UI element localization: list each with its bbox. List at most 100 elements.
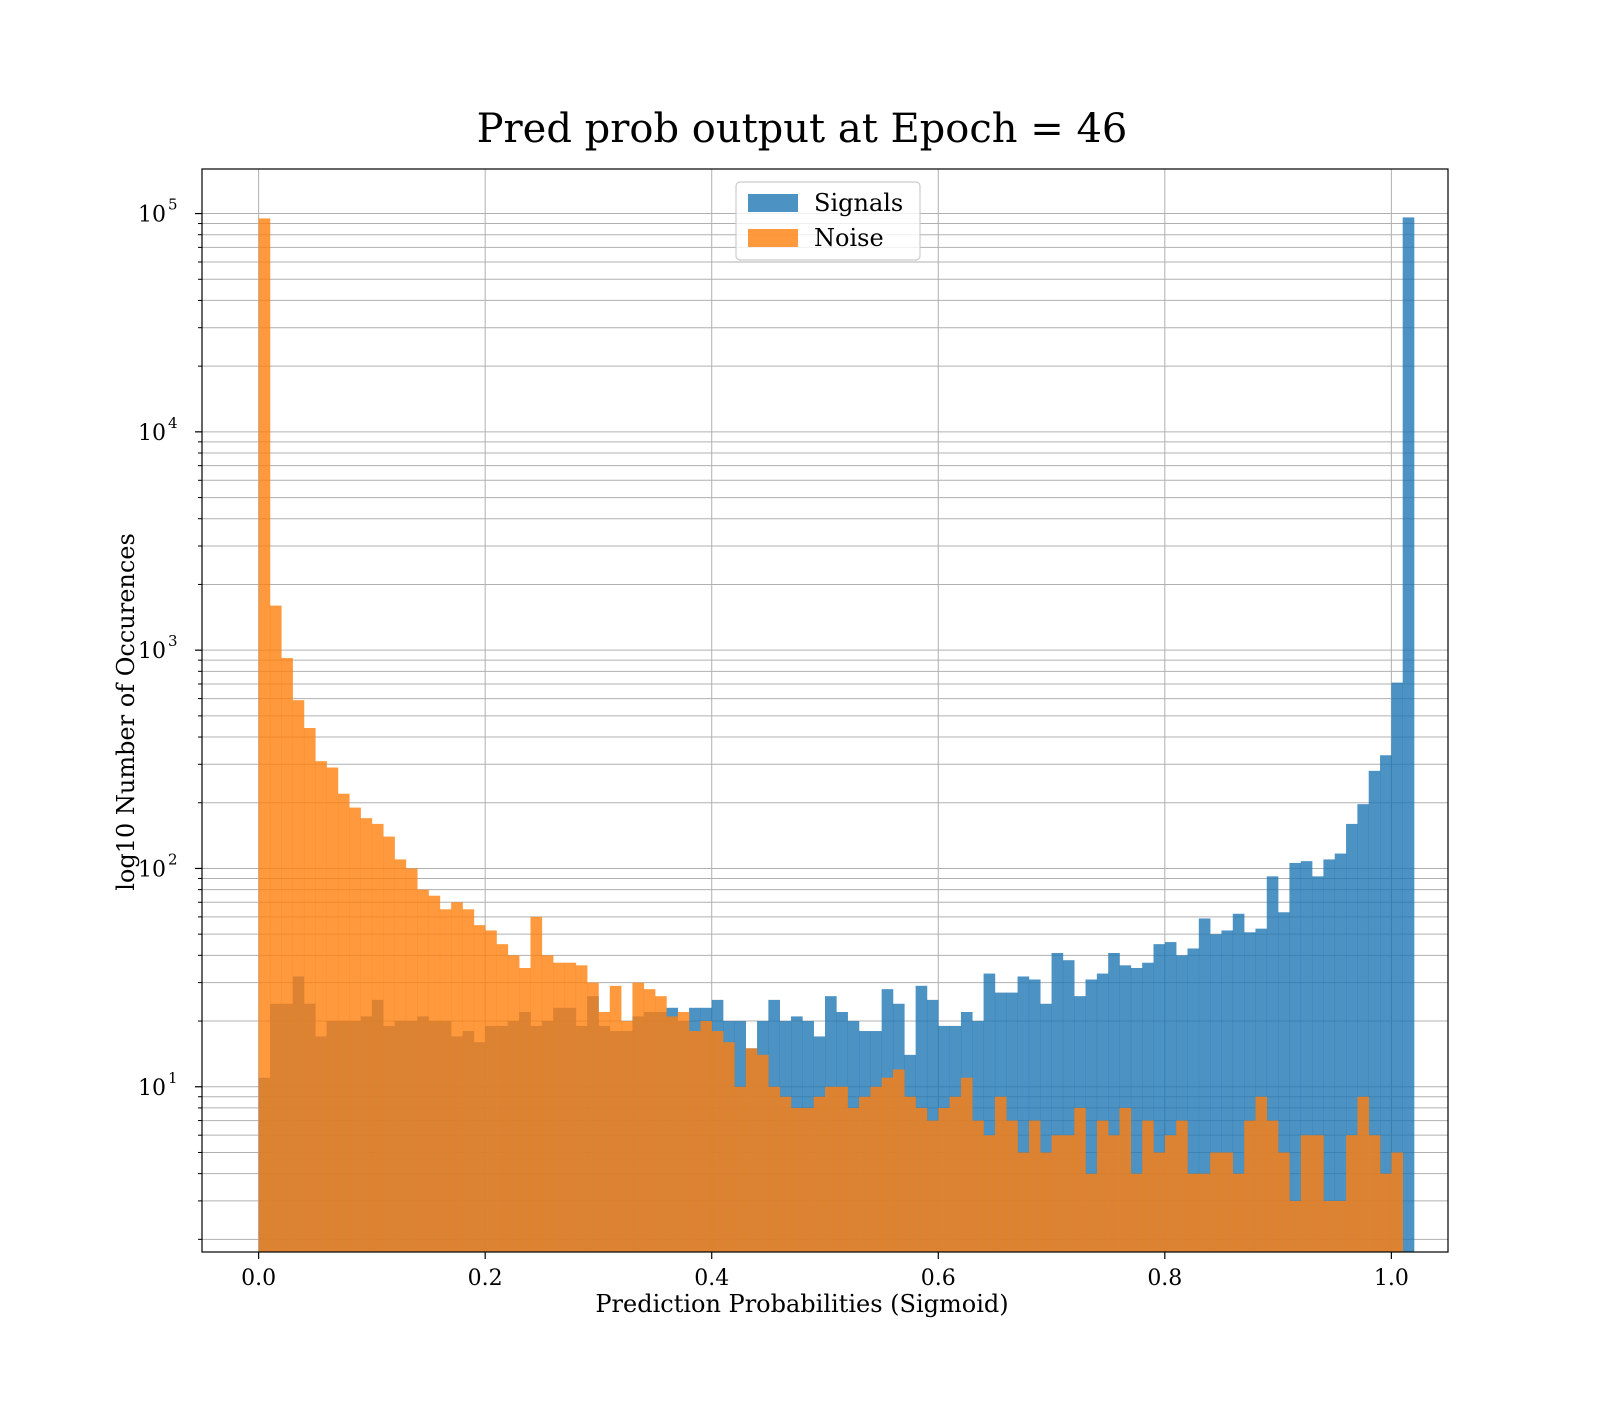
- signals-bar: [1187, 948, 1200, 1252]
- signals-bar: [1346, 823, 1358, 1252]
- signals-bar: [1368, 770, 1381, 1252]
- signals-bar: [1266, 876, 1279, 1252]
- signals-bar: [1210, 934, 1222, 1252]
- noise-bar: [303, 727, 316, 1252]
- noise-bar: [689, 1031, 701, 1252]
- noise-bar: [757, 1054, 769, 1252]
- noise-bar: [1017, 1152, 1030, 1252]
- noise-bar: [825, 1086, 837, 1252]
- noise-bar: [892, 1069, 905, 1252]
- noise-bar: [541, 955, 554, 1252]
- noise-bar: [904, 1096, 916, 1252]
- noise-bar: [621, 1021, 633, 1252]
- signals-bar: [1130, 967, 1143, 1252]
- noise-bar: [870, 1086, 882, 1252]
- noise-bar: [1289, 1200, 1302, 1252]
- signals-bar: [1040, 1003, 1052, 1252]
- noise-bar: [1391, 1152, 1403, 1252]
- signals-bar: [1108, 952, 1120, 1252]
- noise-bar: [881, 1077, 894, 1252]
- noise-bar: [258, 218, 271, 1253]
- noise-bar: [1062, 1135, 1075, 1252]
- noise-bar: [371, 823, 384, 1252]
- noise-bar: [1380, 1173, 1392, 1252]
- y-tick-exponent: 2: [168, 850, 178, 868]
- noise-bar: [643, 989, 656, 1252]
- y-tick-exponent: 5: [168, 196, 178, 214]
- noise-bar: [1244, 1120, 1256, 1252]
- noise-bar: [417, 889, 429, 1252]
- noise-bar: [677, 1012, 690, 1252]
- noise-bar: [1232, 1173, 1245, 1252]
- signals-bar: [1176, 955, 1188, 1252]
- y-tick-label: 10: [138, 639, 166, 664]
- y-tick-exponent: 3: [168, 632, 178, 650]
- signals-bar: [1244, 932, 1256, 1252]
- noise-bar: [519, 967, 531, 1252]
- noise-bar: [1187, 1173, 1200, 1252]
- noise-bar: [858, 1096, 871, 1252]
- signals-bar: [1323, 859, 1336, 1252]
- noise-bar: [666, 1016, 679, 1252]
- signals-bar: [1062, 960, 1075, 1252]
- noise-bar: [428, 895, 441, 1252]
- noise-bar: [587, 982, 599, 1252]
- noise-bar: [960, 1077, 973, 1252]
- signals-bar: [1221, 930, 1234, 1252]
- noise-bar: [1368, 1135, 1381, 1252]
- noise-bar: [1006, 1120, 1018, 1252]
- noise-bar: [915, 1107, 928, 1252]
- signals-bar: [1153, 944, 1166, 1252]
- signals-bar: [1085, 979, 1098, 1252]
- noise-bar: [575, 965, 588, 1252]
- x-axis-label: Prediction Probabilities (Sigmoid): [595, 1290, 1008, 1318]
- noise-bar: [1096, 1120, 1109, 1252]
- noise-bar: [451, 902, 463, 1252]
- signals-bar: [1380, 755, 1392, 1252]
- noise-bar: [745, 1048, 758, 1252]
- noise-bar: [349, 807, 361, 1252]
- signals-bar: [1017, 976, 1030, 1252]
- noise-bar: [632, 982, 645, 1252]
- noise-bar: [473, 925, 486, 1252]
- noise-bar: [1085, 1173, 1098, 1252]
- noise-bar: [1164, 1135, 1177, 1252]
- noise-bar: [1278, 1152, 1290, 1252]
- noise-bar: [496, 944, 509, 1252]
- noise-bar: [1130, 1173, 1143, 1252]
- plot-area: [201, 168, 1449, 1253]
- noise-bar: [1028, 1120, 1041, 1252]
- noise-bar: [1108, 1135, 1120, 1252]
- x-tick-label: 0.2: [468, 1266, 503, 1291]
- noise-bar: [485, 930, 497, 1252]
- noise-bar: [1176, 1120, 1188, 1252]
- y-tick-label: 10: [138, 421, 166, 446]
- noise-bar: [836, 1086, 848, 1252]
- y-tick-label: 10: [138, 1076, 166, 1101]
- noise-bar: [564, 962, 577, 1252]
- noise-bar: [383, 836, 395, 1252]
- x-tick-label: 0.8: [1147, 1266, 1182, 1291]
- noise-bar: [394, 859, 407, 1252]
- noise-bar: [269, 605, 282, 1252]
- signals-bar: [1391, 682, 1403, 1252]
- signals-bar: [1028, 979, 1041, 1252]
- noise-bar: [1051, 1135, 1064, 1252]
- noise-bar: [1255, 1096, 1268, 1252]
- noise-bar: [1300, 1135, 1313, 1252]
- noise-bar: [1221, 1152, 1234, 1252]
- noise-bar: [779, 1096, 792, 1252]
- signals-bar: [1357, 804, 1370, 1252]
- noise-bar: [983, 1135, 996, 1252]
- noise-bar: [598, 1012, 611, 1252]
- noise-bar: [1142, 1120, 1154, 1252]
- noise-bar: [655, 996, 667, 1252]
- noise-bar: [700, 1021, 713, 1252]
- signals-bar: [1164, 942, 1177, 1252]
- noise-bar: [723, 1042, 735, 1252]
- plot-border: [201, 168, 1449, 1253]
- signals-bar: [1300, 861, 1313, 1252]
